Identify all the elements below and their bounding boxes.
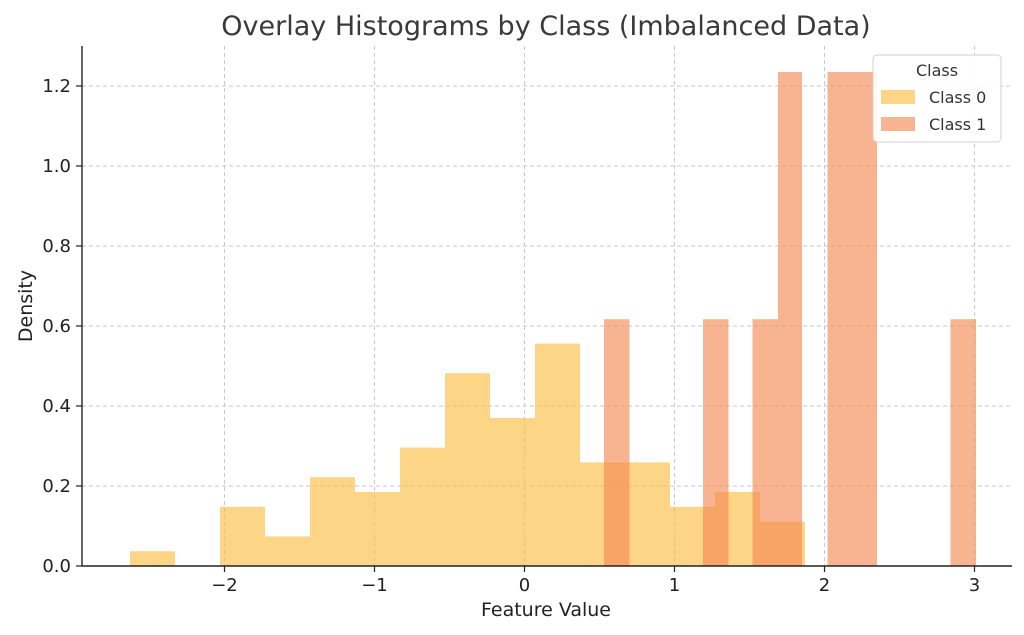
chart-title: Overlay Histograms by Class (Imbalanced … xyxy=(221,11,870,42)
y-tick-label: 1.2 xyxy=(42,76,71,97)
legend-title: Class xyxy=(916,61,958,80)
x-axis-label: Feature Value xyxy=(481,599,611,621)
x-tick-label: 3 xyxy=(969,575,980,596)
y-tick-label: 0.0 xyxy=(42,556,71,577)
legend-entry-label: Class 0 xyxy=(929,88,986,107)
bar-class-1 xyxy=(778,72,802,566)
bar-class-1 xyxy=(950,319,976,566)
x-tick-label: 0 xyxy=(519,575,530,596)
bar-class-0 xyxy=(445,373,490,566)
bar-class-1 xyxy=(752,319,778,566)
bar-class-1 xyxy=(853,72,877,566)
legend-swatch xyxy=(881,117,915,131)
bar-class-0 xyxy=(400,447,445,566)
bar-class-0 xyxy=(535,343,580,566)
x-tick-label: 1 xyxy=(669,575,680,596)
bar-class-1 xyxy=(703,319,729,566)
x-tick-label: −2 xyxy=(211,575,238,596)
bar-class-0 xyxy=(490,418,535,566)
y-tick-label: 0.2 xyxy=(42,476,71,497)
legend-entry-label: Class 1 xyxy=(929,115,986,134)
y-axis-label: Density xyxy=(15,270,37,342)
histogram-bars xyxy=(130,72,976,566)
bar-class-1 xyxy=(604,319,630,566)
bar-class-0 xyxy=(625,462,670,566)
y-tick-label: 1.0 xyxy=(42,156,71,177)
x-tick-label: 2 xyxy=(819,575,830,596)
legend-swatch xyxy=(881,90,915,104)
bar-class-0 xyxy=(355,492,400,566)
legend: Class Class 0 Class 1 xyxy=(872,54,1002,143)
axes xyxy=(81,46,1012,567)
x-tick-label: −1 xyxy=(361,575,388,596)
y-tick-label: 0.8 xyxy=(42,236,71,257)
bar-class-0 xyxy=(130,551,175,566)
y-tick-label: 0.4 xyxy=(42,396,71,417)
y-tick-label: 0.6 xyxy=(42,316,71,337)
bar-class-0 xyxy=(310,477,355,566)
bar-class-1 xyxy=(827,72,853,566)
bar-class-0 xyxy=(220,506,265,566)
bar-class-0 xyxy=(265,536,310,566)
tick-labels: −2 −1 0 1 2 3 0.0 0.2 0.4 0.6 0.8 1.0 1.2 xyxy=(42,76,980,596)
